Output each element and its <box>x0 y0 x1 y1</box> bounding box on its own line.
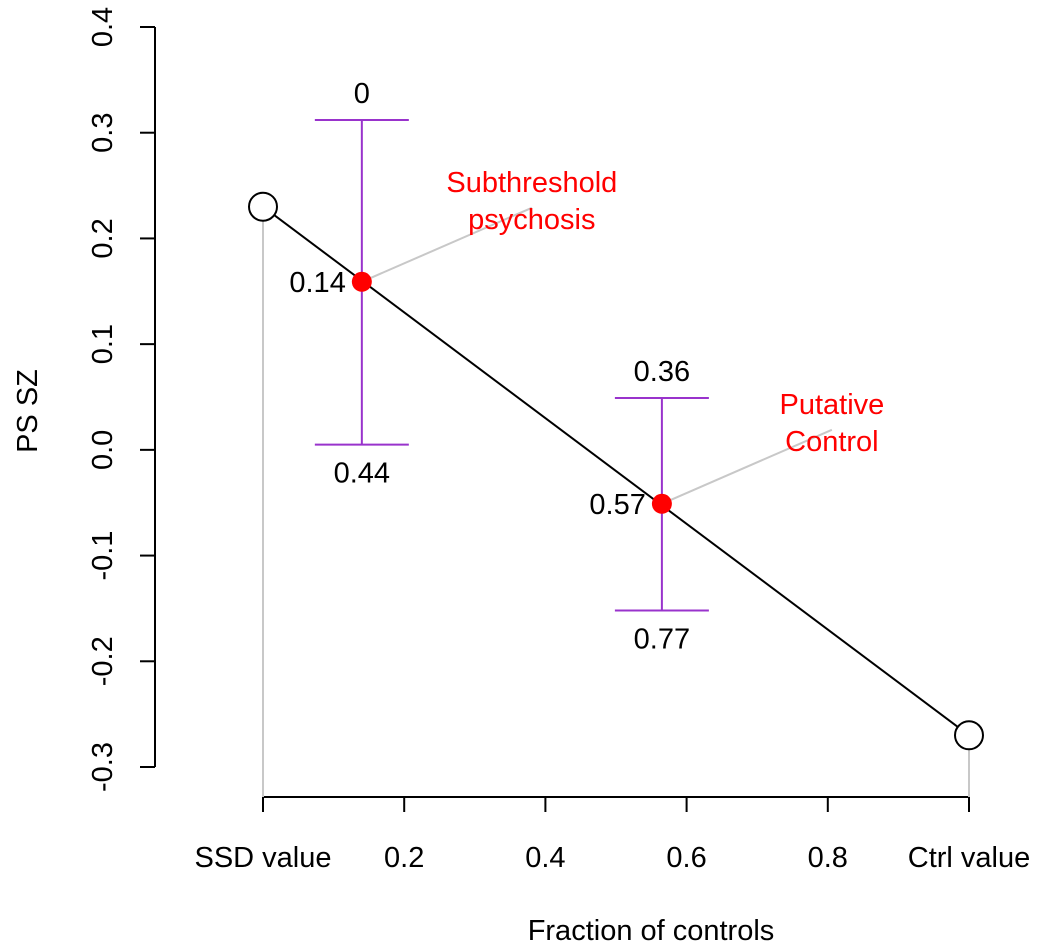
x-tick-label: Ctrl value <box>908 842 1031 874</box>
annotation-leader-line <box>361 206 533 283</box>
x-ticks: SSD value 0.2 0.4 0.6 0.8 Ctrl value <box>194 797 1030 874</box>
x-tick-label: SSD value <box>194 842 331 874</box>
x-tick-label: 0.4 <box>525 842 565 874</box>
ci-low-label: 0.77 <box>634 624 690 656</box>
annotation-leader-line <box>661 428 833 505</box>
labels: 0.14 0 0.44 Subthreshold psychosis 0.57 0.36 0.… <box>289 78 884 656</box>
y-tick-label: 0.3 <box>87 113 119 153</box>
points <box>351 271 672 514</box>
annotation-text: Control <box>785 426 879 458</box>
endpoint-circle <box>248 191 278 222</box>
y-tick-label: -0.3 <box>87 742 119 792</box>
x-tick-label: 0.2 <box>384 842 424 874</box>
point-label: 0.57 <box>589 489 645 521</box>
axes: -0.3 -0.2 -0.1 0.0 0.1 0.2 0.3 0.4 SSD value 0.2… <box>87 7 1030 874</box>
ci-high-label: 0 <box>354 78 370 110</box>
point-label: 0.14 <box>289 267 345 299</box>
group-point <box>351 271 372 292</box>
y-tick-label: 0.0 <box>87 430 119 470</box>
ci-low-label: 0.44 <box>334 458 390 490</box>
x-tick-label: 0.6 <box>666 842 706 874</box>
y-ticks: -0.3 -0.2 -0.1 0.0 0.1 0.2 0.3 0.4 <box>87 7 155 792</box>
y-tick-label: -0.2 <box>87 636 119 686</box>
y-tick-label: -0.1 <box>87 531 119 581</box>
reference-line <box>262 205 970 737</box>
reference-line-group <box>248 191 984 751</box>
y-tick-label: 0.2 <box>87 218 119 258</box>
annotation-text: Subthreshold <box>446 167 617 199</box>
annotation-text: Putative <box>779 389 884 421</box>
ci-high-label: 0.36 <box>634 356 690 388</box>
annotation-text: psychosis <box>468 204 595 236</box>
y-tick-label: 0.4 <box>87 7 119 47</box>
leaders <box>361 206 833 505</box>
group-point <box>651 493 672 514</box>
y-axis-title: PS SZ <box>12 369 44 453</box>
x-axis-title: Fraction of controls <box>528 915 775 947</box>
y-tick-label: 0.1 <box>87 324 119 364</box>
endpoint-circle <box>954 720 984 751</box>
x-tick-label: 0.8 <box>808 842 848 874</box>
